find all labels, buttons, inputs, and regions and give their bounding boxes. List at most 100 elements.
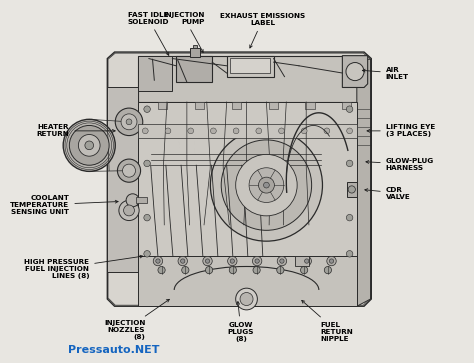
Circle shape [165,128,171,134]
Polygon shape [138,102,357,272]
Circle shape [346,250,353,257]
Text: CDR
VALVE: CDR VALVE [365,187,410,200]
Circle shape [188,128,193,134]
Circle shape [258,177,274,193]
Circle shape [324,266,331,274]
Circle shape [301,266,308,274]
Circle shape [236,154,297,216]
Circle shape [233,128,239,134]
Circle shape [277,256,287,266]
Circle shape [85,141,93,150]
Circle shape [256,128,262,134]
Polygon shape [269,102,278,109]
Circle shape [305,259,309,263]
Text: INJECTION
PUMP: INJECTION PUMP [164,12,205,52]
Polygon shape [342,102,351,109]
Circle shape [255,259,259,263]
Circle shape [144,160,150,167]
Circle shape [210,129,322,241]
Text: AIR
INLET: AIR INLET [362,66,409,79]
Circle shape [210,128,216,134]
Circle shape [324,128,330,134]
Circle shape [144,106,150,113]
Polygon shape [107,52,371,306]
Polygon shape [193,45,197,48]
Circle shape [63,119,115,171]
Circle shape [230,259,235,263]
Circle shape [178,256,187,266]
Text: HIGH PRESSURE
FUEL INJECTION
LINES (8): HIGH PRESSURE FUEL INJECTION LINES (8) [24,255,143,279]
Polygon shape [176,56,212,82]
Polygon shape [342,56,368,87]
Circle shape [249,168,284,203]
Circle shape [121,114,137,130]
Circle shape [205,259,210,263]
Circle shape [118,159,141,182]
Circle shape [126,119,132,125]
Circle shape [124,205,135,216]
Circle shape [69,126,109,165]
Polygon shape [232,102,241,109]
Circle shape [205,266,213,274]
Polygon shape [107,87,138,272]
Circle shape [346,128,353,134]
Circle shape [329,259,334,263]
Circle shape [158,266,165,274]
Circle shape [280,259,284,263]
Circle shape [346,215,353,221]
Circle shape [236,288,257,310]
Circle shape [229,266,237,274]
Circle shape [346,62,364,81]
Polygon shape [357,59,371,306]
Circle shape [253,256,262,266]
Circle shape [126,194,139,207]
Text: LIFTING EYE
(3 PLACES): LIFTING EYE (3 PLACES) [367,125,435,137]
Text: EXHAUST EMISSIONS
LABEL: EXHAUST EMISSIONS LABEL [220,13,305,48]
Circle shape [144,250,150,257]
Circle shape [119,200,139,221]
Text: GLOW-PLUG
HARNESS: GLOW-PLUG HARNESS [366,158,434,171]
Polygon shape [346,182,357,197]
Circle shape [182,266,189,274]
Circle shape [115,108,143,135]
Circle shape [302,256,311,266]
Circle shape [279,128,284,134]
Circle shape [78,134,100,156]
Polygon shape [295,256,309,266]
Circle shape [346,160,353,167]
Circle shape [240,293,253,306]
Text: COOLANT
TEMPERATURE
SENSING UNIT: COOLANT TEMPERATURE SENSING UNIT [10,195,118,215]
Circle shape [142,128,148,134]
Circle shape [348,186,356,193]
Circle shape [277,266,284,274]
Polygon shape [305,102,315,109]
Circle shape [153,256,163,266]
Text: INJECTION
NOZZLES
(8): INJECTION NOZZLES (8) [104,299,169,340]
Polygon shape [138,256,357,306]
Circle shape [301,128,307,134]
Polygon shape [195,102,204,109]
Circle shape [203,256,212,266]
Circle shape [181,259,185,263]
Text: FAST IDLE
SOLENOID: FAST IDLE SOLENOID [128,12,169,55]
Text: FUEL
RETURN
NIPPLE: FUEL RETURN NIPPLE [302,301,354,342]
Circle shape [156,259,160,263]
Circle shape [221,140,311,230]
Text: GLOW
PLUGS
(8): GLOW PLUGS (8) [228,302,255,342]
Polygon shape [230,58,270,73]
Circle shape [228,256,237,266]
Circle shape [122,164,136,177]
Polygon shape [227,56,273,77]
Polygon shape [191,48,200,57]
Circle shape [264,182,269,188]
Circle shape [327,256,336,266]
Circle shape [144,215,150,221]
Circle shape [346,106,353,113]
Polygon shape [136,197,147,203]
Circle shape [253,266,260,274]
Polygon shape [158,102,167,109]
Polygon shape [138,56,357,102]
Text: Pressauto.NET: Pressauto.NET [67,345,159,355]
Polygon shape [108,53,371,305]
Text: HEATER
RETURN: HEATER RETURN [36,125,115,137]
